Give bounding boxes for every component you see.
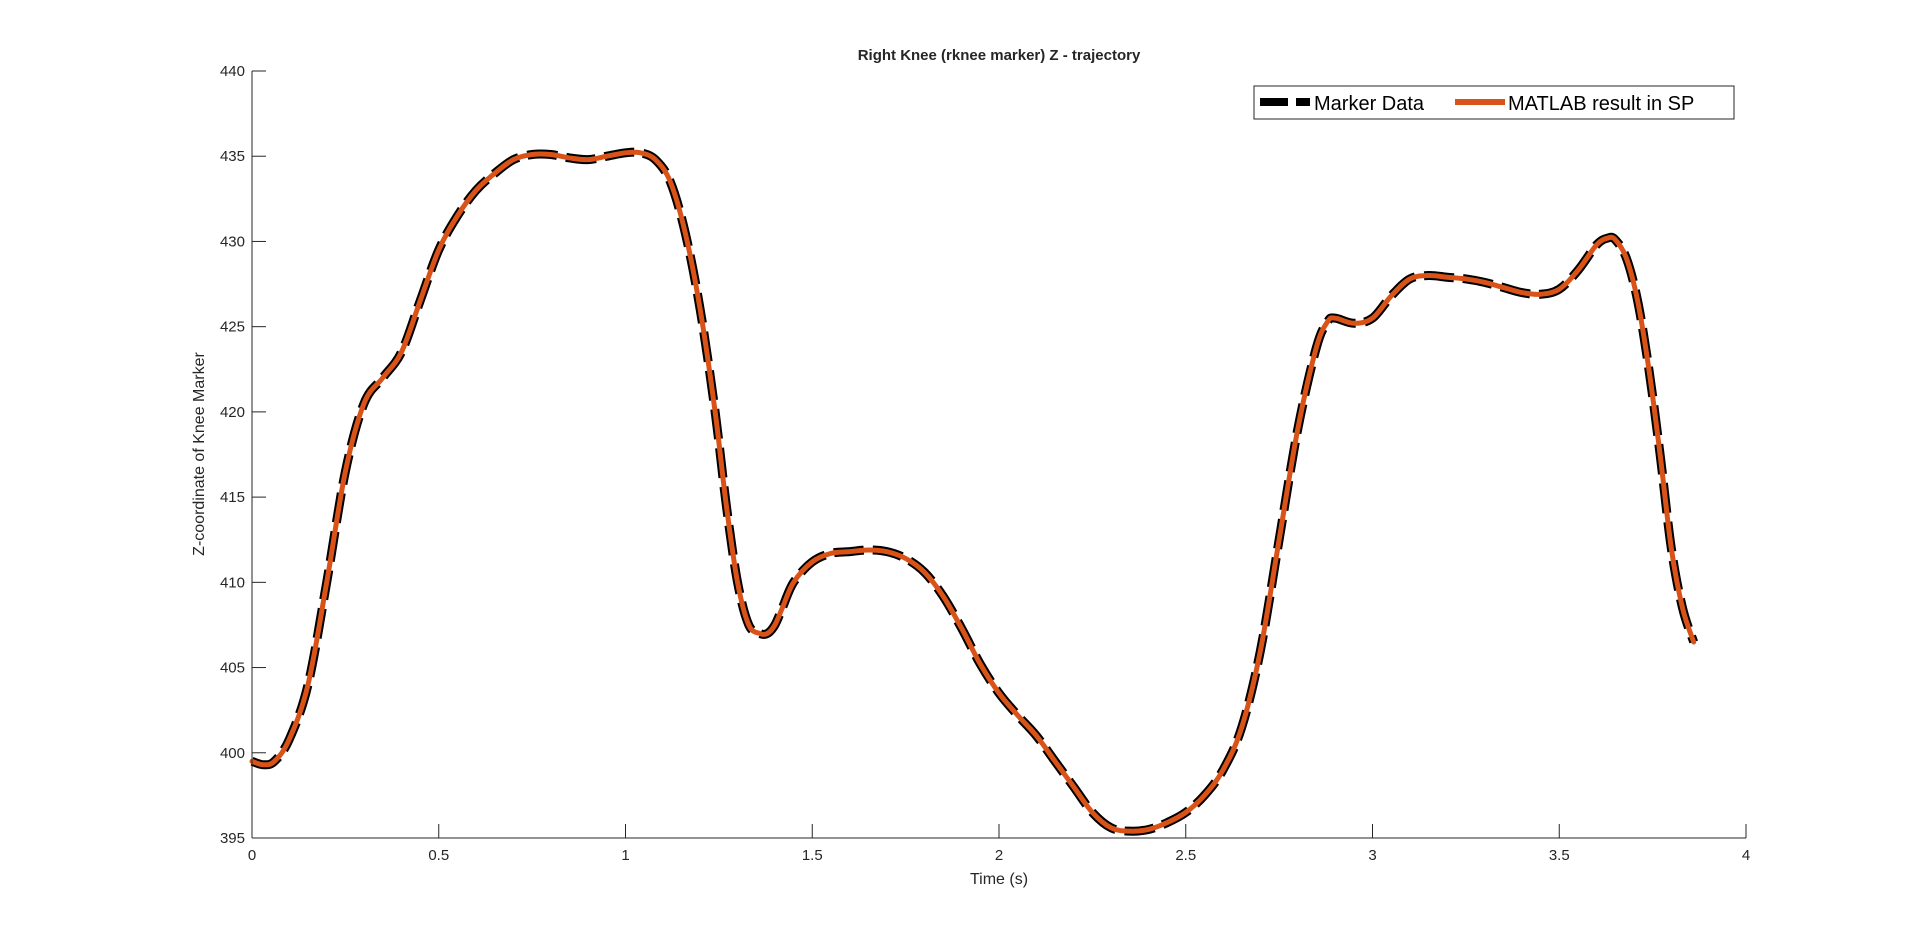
y-tick-label: 415 [220, 489, 245, 506]
x-tick-label: 3.5 [1549, 847, 1570, 864]
x-tick-label: 2.5 [1175, 847, 1196, 864]
y-tick-label: 420 [220, 404, 245, 421]
y-tick-label: 430 [220, 233, 245, 250]
x-tick-label: 0.5 [428, 847, 449, 864]
y-tick-label: 435 [220, 148, 245, 165]
y-tick-label: 395 [220, 830, 245, 847]
legend-label-marker-data: Marker Data [1314, 93, 1425, 115]
x-tick-label: 4 [1742, 847, 1750, 864]
x-tick-label: 2 [995, 847, 1003, 864]
x-axis-title: Time (s) [970, 871, 1028, 888]
y-tick-label: 425 [220, 319, 245, 336]
y-tick-label: 405 [220, 660, 245, 677]
y-axis-title: Z-coordinate of Knee Marker [191, 352, 208, 556]
plot-area: 0 0.5 1 1.5 2 2.5 3 3.5 4 395 400 405 410 415 420 425 4… [220, 63, 1750, 864]
x-tick-label: 1.5 [802, 847, 823, 864]
x-tick-label: 3 [1368, 847, 1376, 864]
series-line-matlab-result [249, 149, 1697, 834]
x-axis-ticks: 0 0.5 1 1.5 2 2.5 3 3.5 4 [248, 824, 1750, 864]
y-tick-label: 440 [220, 63, 245, 80]
legend: Marker Data MATLAB result in SP [1253, 85, 1735, 120]
chart-title: Right Knee (rknee marker) Z - trajectory [858, 47, 1141, 64]
x-tick-label: 0 [248, 847, 256, 864]
legend-label-matlab-result: MATLAB result in SP [1508, 93, 1694, 115]
series-layer [249, 147, 1698, 836]
y-tick-label: 400 [220, 745, 245, 762]
y-tick-label: 410 [220, 574, 245, 591]
y-axis-ticks: 395 400 405 410 415 420 425 430 435 440 [220, 63, 266, 847]
x-tick-label: 1 [621, 847, 629, 864]
